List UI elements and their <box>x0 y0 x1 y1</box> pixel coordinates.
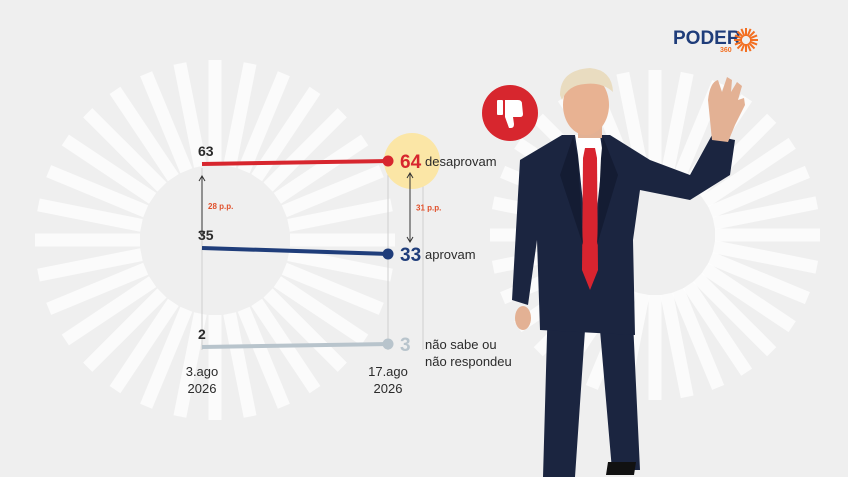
series-end-point <box>382 338 394 350</box>
series-end-point <box>382 155 394 167</box>
series-line <box>201 342 389 349</box>
end-value-label: 64 <box>400 152 422 173</box>
logo-wordmark: PODER <box>673 28 741 49</box>
gap-annotation: 28 p.p. <box>198 175 233 237</box>
series-name-label: desaprovam <box>425 154 497 169</box>
series-end-point <box>382 248 394 260</box>
line-chart: 63 64 desaprovam 35 33 aprovam 2 3 não sabe ou nã… <box>186 133 512 396</box>
thumbs-down-badge <box>482 85 538 141</box>
series-line <box>201 159 389 166</box>
series-name-label: não sabe ou <box>425 337 497 352</box>
x-tick-label: 17.ago <box>368 364 408 379</box>
start-value-label: 2 <box>198 326 206 342</box>
highlight-circle <box>384 133 440 189</box>
series-line <box>201 246 389 256</box>
series-name-label: não respondeu <box>425 354 512 369</box>
start-value-label: 63 <box>198 143 214 159</box>
series-2: 2 3 não sabe ou não respondeu <box>198 326 512 369</box>
logo-sun-icon <box>734 28 758 52</box>
thumbs-down-icon <box>497 100 523 128</box>
end-value-label: 33 <box>400 245 421 266</box>
x-tick-label: 2026 <box>188 381 217 396</box>
gap-annotation: 31 p.p. <box>406 172 441 243</box>
series-1: 35 33 aprovam <box>198 227 476 266</box>
logo-suffix: 360 <box>720 47 732 54</box>
person-photo <box>512 68 745 477</box>
end-value-label: 3 <box>400 335 411 356</box>
gap-label: 31 p.p. <box>416 204 441 213</box>
x-tick-label: 2026 <box>374 381 403 396</box>
series-name-label: aprovam <box>425 247 476 262</box>
poder360-logo: PODER 360 <box>673 28 758 54</box>
x-tick-label: 3.ago <box>186 364 219 379</box>
series-0: 63 64 desaprovam <box>198 143 497 173</box>
start-value-label: 35 <box>198 227 214 243</box>
gap-label: 28 p.p. <box>208 202 233 211</box>
